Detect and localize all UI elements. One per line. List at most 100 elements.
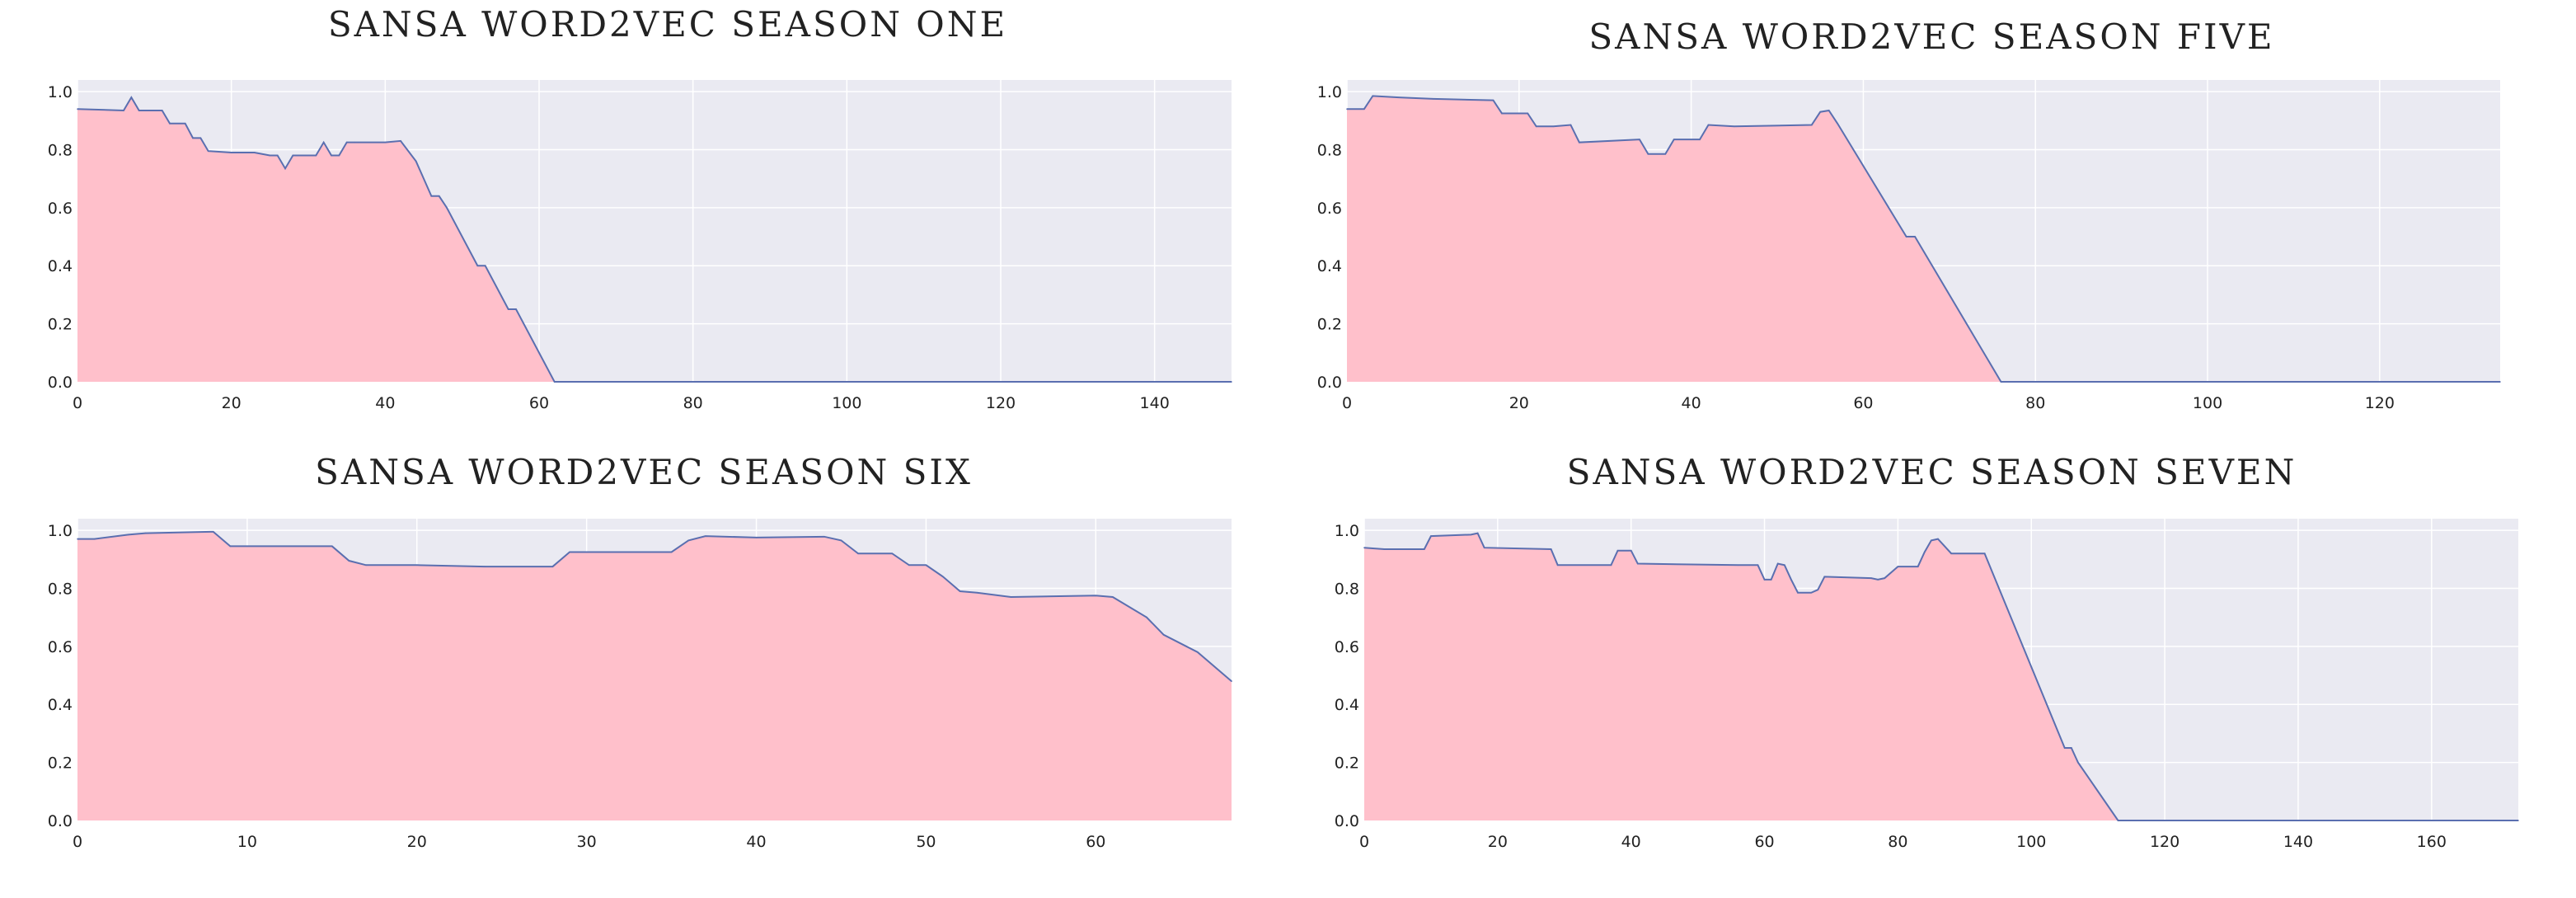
- data-point: [1897, 566, 1899, 567]
- data-point: [1737, 564, 1738, 567]
- data-point: [2017, 381, 2020, 383]
- data-point: [1483, 547, 1485, 548]
- chart-panel-season-seven: SANSA WORD2VEC SEASON SEVEN 0 20 40 60 80 100…: [1288, 449, 2576, 898]
- data-point: [942, 576, 944, 578]
- data-point: [415, 160, 417, 162]
- data-point: [755, 537, 758, 538]
- x-tick-label: 60: [1754, 833, 1774, 851]
- area-fill: [1347, 96, 2500, 382]
- area-chart-season-five: 0 20 40 60 80 100 120 0.0 0.2 0.4 0.6 0.8 1.0: [1317, 80, 2501, 412]
- y-tick-label: 0.0: [48, 812, 73, 830]
- data-point: [212, 531, 214, 533]
- data-point: [331, 545, 333, 548]
- data-point: [1363, 547, 1365, 548]
- data-point: [284, 167, 286, 170]
- x-tick-label: 80: [683, 394, 703, 412]
- x-tick-label: 0: [73, 833, 82, 851]
- x-tick-label: 100: [2016, 833, 2046, 851]
- x-tick-label: 10: [237, 833, 257, 851]
- y-tick-label: 0.4: [48, 257, 73, 275]
- data-point: [446, 207, 448, 209]
- data-point: [551, 566, 554, 567]
- data-point: [1810, 124, 1813, 126]
- data-point: [1432, 98, 1434, 100]
- area-fill: [77, 97, 1232, 382]
- data-point: [1550, 548, 1552, 550]
- data-point: [1501, 112, 1503, 115]
- data-point: [1470, 534, 1472, 536]
- data-point: [1095, 595, 1097, 597]
- y-tick-label: 1.0: [1335, 522, 1359, 540]
- data-point: [1937, 538, 1939, 540]
- y-tick-label: 1.0: [48, 83, 73, 101]
- data-point: [322, 141, 325, 143]
- data-point: [1162, 633, 1165, 636]
- x-tick-label: 40: [375, 394, 395, 412]
- data-point: [507, 308, 509, 310]
- data-point: [1636, 562, 1639, 565]
- x-tick-label: 40: [1682, 394, 1701, 412]
- data-point: [1630, 549, 1632, 552]
- data-point: [1819, 110, 1822, 113]
- data-point: [77, 538, 78, 540]
- y-tick-label: 0.8: [48, 580, 73, 598]
- data-point: [1610, 564, 1612, 567]
- data-point: [192, 137, 194, 139]
- data-point: [161, 110, 163, 111]
- data-point: [1552, 125, 1555, 128]
- data-point: [1790, 579, 1792, 581]
- data-point: [1346, 108, 1348, 110]
- data-point: [1363, 108, 1365, 110]
- data-point: [169, 122, 171, 125]
- y-tick-label: 0.6: [1317, 200, 1342, 218]
- data-point: [1884, 577, 1886, 579]
- data-point: [2499, 381, 2501, 383]
- chart-title: SANSA WORD2VEC SEASON ONE: [327, 4, 1008, 45]
- data-point: [1112, 596, 1114, 598]
- data-point: [1372, 95, 1374, 97]
- y-tick-label: 0.4: [48, 696, 73, 714]
- data-point: [704, 535, 706, 537]
- data-point: [840, 539, 842, 542]
- data-point: [315, 154, 317, 157]
- x-tick-label: 0: [1342, 394, 1352, 412]
- data-point: [908, 564, 910, 567]
- x-tick-label: 100: [832, 394, 861, 412]
- data-point: [857, 552, 859, 555]
- chart-title: SANSA WORD2VEC SEASON SIX: [315, 452, 973, 492]
- data-point: [1757, 564, 1759, 567]
- x-tick-label: 60: [529, 394, 549, 412]
- data-point: [1383, 548, 1386, 550]
- data-point: [354, 141, 355, 143]
- x-tick-label: 160: [2417, 833, 2447, 851]
- data-point: [1570, 124, 1572, 126]
- data-point: [2517, 820, 2519, 821]
- area-chart-season-one: 0 20 40 60 80 100 120 140 0.0 0.2 0.4 0.6 0.8 1.0: [48, 80, 1232, 412]
- data-point: [1923, 551, 1926, 553]
- x-tick-label: 30: [577, 833, 597, 851]
- data-point: [823, 536, 825, 538]
- chart-panel-season-five: SANSA WORD2VEC SEASON FIVE 0 20 40 60 80 100 1…: [1288, 0, 2576, 449]
- x-tick-label: 20: [1488, 833, 1508, 851]
- x-tick-label: 40: [746, 833, 766, 851]
- data-point: [415, 564, 418, 567]
- data-point: [2077, 761, 2079, 764]
- data-point: [430, 195, 433, 197]
- data-point: [569, 551, 570, 553]
- data-point: [1905, 236, 1907, 237]
- data-point: [2063, 747, 2066, 749]
- data-point: [1535, 125, 1537, 128]
- area-chart-season-six: 0 10 20 30 40 50 60 0.0 0.2 0.4 0.6 0.8 1.0: [48, 519, 1232, 851]
- data-point: [1197, 651, 1199, 653]
- data-point: [1983, 552, 1986, 555]
- data-point: [1556, 564, 1559, 567]
- data-point: [2117, 820, 2119, 821]
- data-point: [1917, 566, 1919, 567]
- data-point: [476, 265, 479, 267]
- data-point: [515, 308, 517, 310]
- data-point: [1707, 124, 1710, 126]
- data-point: [1527, 112, 1529, 115]
- data-point: [229, 545, 232, 548]
- data-point: [576, 381, 579, 383]
- data-point: [348, 560, 350, 562]
